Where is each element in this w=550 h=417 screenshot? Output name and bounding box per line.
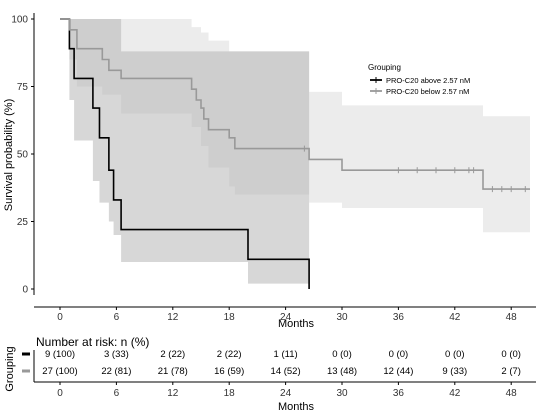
risk-cell-1-8: 2 (7)	[501, 366, 521, 377]
legend-entry-1: PRO-C20 below 2.57 nM	[386, 87, 469, 96]
x-tick-label-42: 42	[449, 312, 461, 323]
x-tick-label-48: 48	[506, 312, 518, 323]
risk-cell-0-4: 1 (11)	[274, 349, 298, 360]
risk-cell-0-1: 3 (33)	[104, 349, 129, 360]
x-tick-label-36: 36	[393, 312, 405, 323]
risk-cell-0-0: 9 (100)	[45, 349, 75, 360]
risk-cell-1-2: 21 (78)	[158, 366, 188, 377]
y-tick-label-100: 100	[11, 15, 28, 26]
y-tick-label-50: 50	[17, 150, 29, 161]
legend-entry-0: PRO-C20 above 2.57 nM	[386, 76, 470, 85]
risk-x-tick-label-0: 0	[57, 388, 63, 399]
risk-x-tick-label-24: 24	[280, 388, 292, 399]
axes: 0 25 50 75 100 0 6 12 18 24 30 36 42 48	[11, 13, 536, 323]
risk-cell-0-3: 2 (22)	[217, 349, 242, 360]
y-tick-label-0: 0	[22, 285, 28, 296]
risk-cell-1-5: 13 (48)	[327, 366, 357, 377]
risk-cell-0-5: 0 (0)	[332, 349, 352, 360]
y-tick-label-25: 25	[17, 217, 29, 228]
risk-table-axis: 0 6 12 18 24 30 36 42 48	[33, 350, 536, 399]
risk-cell-1-0: 27 (100)	[42, 366, 77, 377]
survival-line-pro-c20-below-2-57-nm	[60, 18, 530, 190]
survival-line-pro-c20-above-2-57-nm	[60, 18, 310, 289]
risk-x-tick-label-30: 30	[336, 388, 348, 399]
x-tick-label-18: 18	[224, 312, 236, 323]
risk-x-tick-label-42: 42	[449, 388, 461, 399]
risk-x-tick-label-36: 36	[393, 388, 405, 399]
risk-cell-0-7: 0 (0)	[445, 349, 465, 360]
risk-cell-0-6: 0 (0)	[389, 349, 409, 360]
survival-curves	[60, 18, 530, 289]
y-tick-label-75: 75	[17, 82, 29, 93]
risk-cell-1-7: 9 (33)	[442, 366, 467, 377]
legend-title: Grouping	[368, 63, 401, 72]
censor-marks	[303, 145, 526, 193]
risk-cell-1-1: 22 (81)	[101, 366, 131, 377]
confidence-bands	[60, 19, 530, 284]
risk-table-title: Number at risk: n (%)	[36, 335, 149, 349]
risk-table-x-label: Months	[278, 401, 315, 412]
y-axis-label: Survival probability (%)	[3, 99, 15, 211]
risk-cell-0-8: 0 (0)	[501, 349, 521, 360]
risk-table: Number at risk: n (%) Grouping 9 (100) 3 …	[4, 335, 536, 413]
risk-x-tick-label-12: 12	[167, 388, 179, 399]
legend: Grouping PRO-C20 above 2.57 nM PRO-C20 be…	[368, 63, 470, 96]
risk-table-y-title: Grouping	[4, 346, 16, 391]
risk-cell-1-6: 12 (44)	[383, 366, 413, 377]
risk-cell-0-2: 2 (22)	[160, 349, 185, 360]
x-tick-label-0: 0	[57, 312, 63, 323]
legend-entries: PRO-C20 above 2.57 nM PRO-C20 below 2.57 …	[370, 76, 470, 96]
risk-cell-1-3: 16 (59)	[214, 366, 244, 377]
x-tick-label-30: 30	[336, 312, 348, 323]
risk-table-cells: 9 (100) 3 (33) 2 (22) 2 (22) 1 (11) 0 (0) 0 (0…	[22, 349, 521, 377]
risk-cell-1-4: 14 (52)	[271, 366, 301, 377]
ci-band-pro-c20-above-2-57-nm	[60, 19, 310, 284]
x-tick-label-24: 24	[280, 312, 292, 323]
x-tick-label-12: 12	[167, 312, 179, 323]
risk-x-tick-label-48: 48	[506, 388, 518, 399]
risk-x-tick-label-6: 6	[114, 388, 120, 399]
ci-band-pro-c20-below-2-57-nm	[60, 19, 530, 233]
risk-x-tick-label-18: 18	[224, 388, 236, 399]
x-tick-label-6: 6	[114, 312, 120, 323]
x-axis-label: Months	[278, 318, 315, 330]
